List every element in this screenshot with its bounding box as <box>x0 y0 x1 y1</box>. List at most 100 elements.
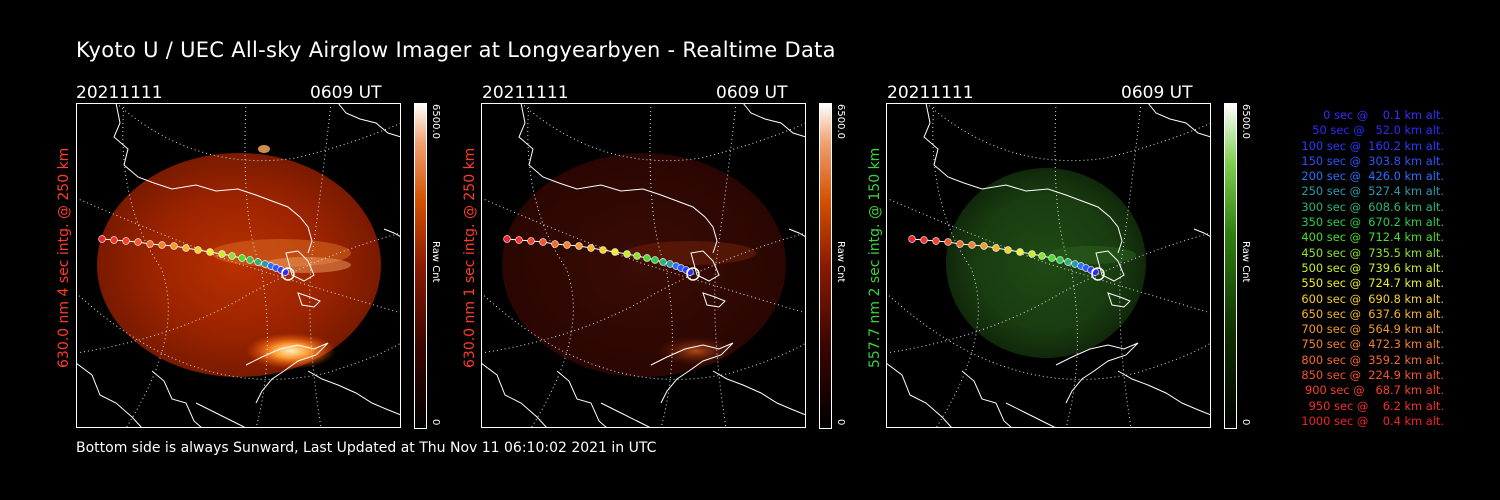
trajectory-point <box>956 240 964 248</box>
panel-2-map <box>481 103 806 428</box>
graticule-line <box>244 103 268 428</box>
panel-3-airglow-image <box>886 103 1211 428</box>
trajectory-point <box>1028 250 1036 258</box>
panel-2-time: 0609 UT <box>716 83 788 103</box>
trajectory-point <box>1004 246 1012 254</box>
trajectory-point <box>920 236 928 244</box>
trajectory-point <box>158 241 166 249</box>
coastline <box>788 228 806 238</box>
legend-row: 900 sec @ 68.7 km alt. <box>1301 383 1444 398</box>
trajectory-point <box>599 246 607 254</box>
coastline <box>151 370 203 428</box>
panel-2-colorbar-min: 0 <box>835 419 846 426</box>
trajectory-point <box>206 248 214 256</box>
graticule-line <box>1054 103 1078 428</box>
coastline <box>76 362 143 428</box>
legend-row: 450 sec @ 735.5 km alt. <box>1297 245 1444 260</box>
legend-row: 600 sec @ 690.8 km alt. <box>1297 291 1444 306</box>
panel-1-airglow-image <box>76 103 401 428</box>
coastline <box>285 250 315 282</box>
sky-image <box>502 153 786 377</box>
map-overlay <box>886 103 1211 428</box>
coastline <box>518 103 718 254</box>
panel-3-map <box>886 103 1211 428</box>
legend-row: 150 sec @ 303.8 km alt. <box>1297 153 1444 168</box>
panel-1-map <box>76 103 401 428</box>
panel-2-date: 20211111 <box>482 83 569 103</box>
panel-3-colorbar <box>1224 103 1237 429</box>
panel-3-colorbar-min: 0 <box>1240 419 1251 426</box>
panel-2-wavelength-label: 630.0 nm 1 sec intg. @ 250 km <box>462 147 478 368</box>
trajectory-point <box>659 258 667 266</box>
trajectory-point <box>134 238 142 246</box>
coastline <box>297 292 321 308</box>
trajectory-point <box>551 240 559 248</box>
coastline <box>742 103 806 138</box>
coastline <box>961 370 1013 428</box>
trajectory-point <box>98 235 106 243</box>
trajectory-point <box>563 241 571 249</box>
coastline <box>702 292 726 308</box>
trajectory-point <box>1064 258 1072 266</box>
trajectory-point <box>980 242 988 250</box>
graticule-line <box>925 103 1211 162</box>
coastline <box>650 342 734 404</box>
trajectory-point <box>633 252 641 260</box>
trajectory-point <box>611 248 619 256</box>
aurora-glow <box>246 333 336 369</box>
trajectory-point <box>110 236 118 244</box>
trajectory-point <box>503 235 511 243</box>
coastline <box>600 402 652 428</box>
trajectory-point <box>623 250 631 258</box>
legend-row: 0 sec @ 0.1 km alt. <box>1312 108 1444 122</box>
trajectory-point <box>228 252 236 260</box>
trajectory-point <box>170 242 178 250</box>
coastline <box>337 103 401 138</box>
panel-3-colorbar-max: 6500.0 <box>1240 104 1251 139</box>
graticule-line <box>115 103 401 162</box>
panel-1-time: 0609 UT <box>310 83 382 103</box>
legend-row: 550 sec @ 724.7 km alt. <box>1297 276 1444 291</box>
coastline <box>712 370 806 416</box>
aurora-glow <box>656 336 736 366</box>
coastline <box>556 370 608 428</box>
graticule-line <box>76 197 401 314</box>
panel-2-airglow-image <box>481 103 806 428</box>
panel-1-date: 20211111 <box>76 83 163 103</box>
coastline <box>383 228 401 238</box>
coastline <box>1193 228 1211 238</box>
legend-row: 950 sec @ 6.2 km alt. <box>1305 398 1444 413</box>
trajectory-point <box>643 254 651 262</box>
trajectory-point <box>575 242 583 250</box>
coastline <box>886 362 953 428</box>
legend-row: 800 sec @ 359.2 km alt. <box>1297 352 1444 367</box>
trajectory-point <box>932 237 940 245</box>
legend-row: 350 sec @ 670.2 km alt. <box>1297 215 1444 230</box>
footer-note: Bottom side is always Sunward, Last Upda… <box>76 440 657 456</box>
aurora-spot <box>258 145 270 153</box>
trajectory-point <box>1048 254 1056 262</box>
coastline <box>245 342 329 404</box>
trajectory-point <box>246 256 254 264</box>
legend-row: 850 sec @ 224.9 km alt. <box>1297 368 1444 383</box>
legend-row: 750 sec @ 472.3 km alt. <box>1297 337 1444 352</box>
coastline <box>1055 342 1139 404</box>
panel-3-date: 20211111 <box>887 83 974 103</box>
coastline <box>923 103 1123 254</box>
site-marker <box>686 267 700 281</box>
trajectory-point <box>587 244 595 252</box>
graticule-line <box>649 103 673 428</box>
legend-row: 700 sec @ 564.9 km alt. <box>1297 322 1444 337</box>
graticule-line <box>527 103 574 428</box>
coastline <box>307 370 401 416</box>
trajectory-point <box>182 244 190 252</box>
trajectory-point <box>122 237 130 245</box>
trajectory-point <box>238 254 246 262</box>
legend-row: 100 sec @ 160.2 km alt. <box>1297 138 1444 153</box>
trajectory-point <box>527 237 535 245</box>
trajectory-point <box>254 258 262 266</box>
coastline <box>1005 402 1057 428</box>
panel-2-colorbar-unit: Raw Cnt <box>835 241 846 283</box>
trajectory-point <box>1038 252 1046 260</box>
coastline <box>1107 292 1131 308</box>
